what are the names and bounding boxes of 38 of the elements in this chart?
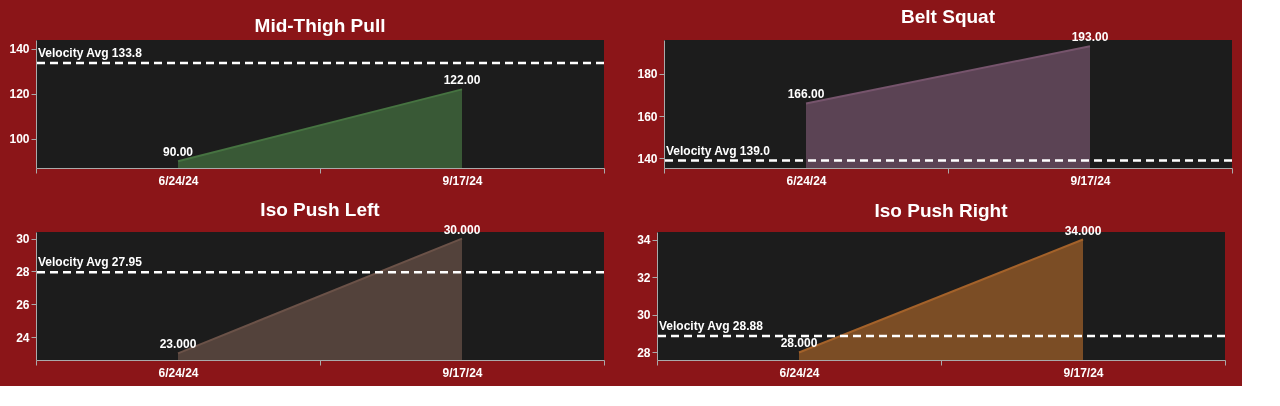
y-tick-label: 160 [637,109,658,124]
y-tick-label: 30 [637,308,651,323]
chart-title: Belt Squat [901,6,996,28]
chart-title: Iso Push Left [260,198,381,220]
data-label: 193.00 [1071,30,1109,45]
ref-line-label: Velocity Avg 27.95 [38,255,143,270]
x-tick-label: 6/24/24 [786,173,827,188]
y-tick-label: 32 [637,270,651,285]
data-label: 30.000 [443,222,481,237]
y-tick-label: 140 [637,151,658,166]
x-tick-label: 6/24/24 [158,365,199,380]
x-tick-label: 9/17/24 [442,173,483,188]
data-label: 166.00 [787,87,825,102]
y-tick-label: 140 [9,42,30,57]
chart-title: Iso Push Right [874,199,1009,221]
data-label: 28.000 [780,336,818,351]
y-tick-label: 100 [9,132,30,147]
ref-line-label: Velocity Avg 133.8 [38,45,143,60]
y-tick-label: 34 [637,233,651,248]
x-tick-label: 9/17/24 [1063,365,1104,380]
data-label: 122.00 [443,73,481,88]
data-label: 90.00 [162,145,194,160]
y-tick-label: 180 [637,67,658,82]
y-tick-label: 120 [9,87,30,102]
data-label: 34.000 [1064,223,1102,238]
x-tick-label: 9/17/24 [1070,173,1111,188]
x-tick-label: 9/17/24 [442,365,483,380]
y-tick-label: 26 [16,297,30,312]
x-tick-label: 6/24/24 [779,365,820,380]
x-tick-label: 6/24/24 [158,173,199,188]
data-label: 23.000 [159,337,197,352]
ref-line-label: Velocity Avg 28.88 [659,318,764,333]
y-tick-label: 24 [16,330,30,345]
chart-title: Mid-Thigh Pull [254,15,386,36]
y-tick-label: 30 [16,232,30,247]
y-tick-label: 28 [637,345,651,360]
y-tick-label: 28 [16,264,30,279]
ref-line-label: Velocity Avg 139.0 [666,143,771,158]
